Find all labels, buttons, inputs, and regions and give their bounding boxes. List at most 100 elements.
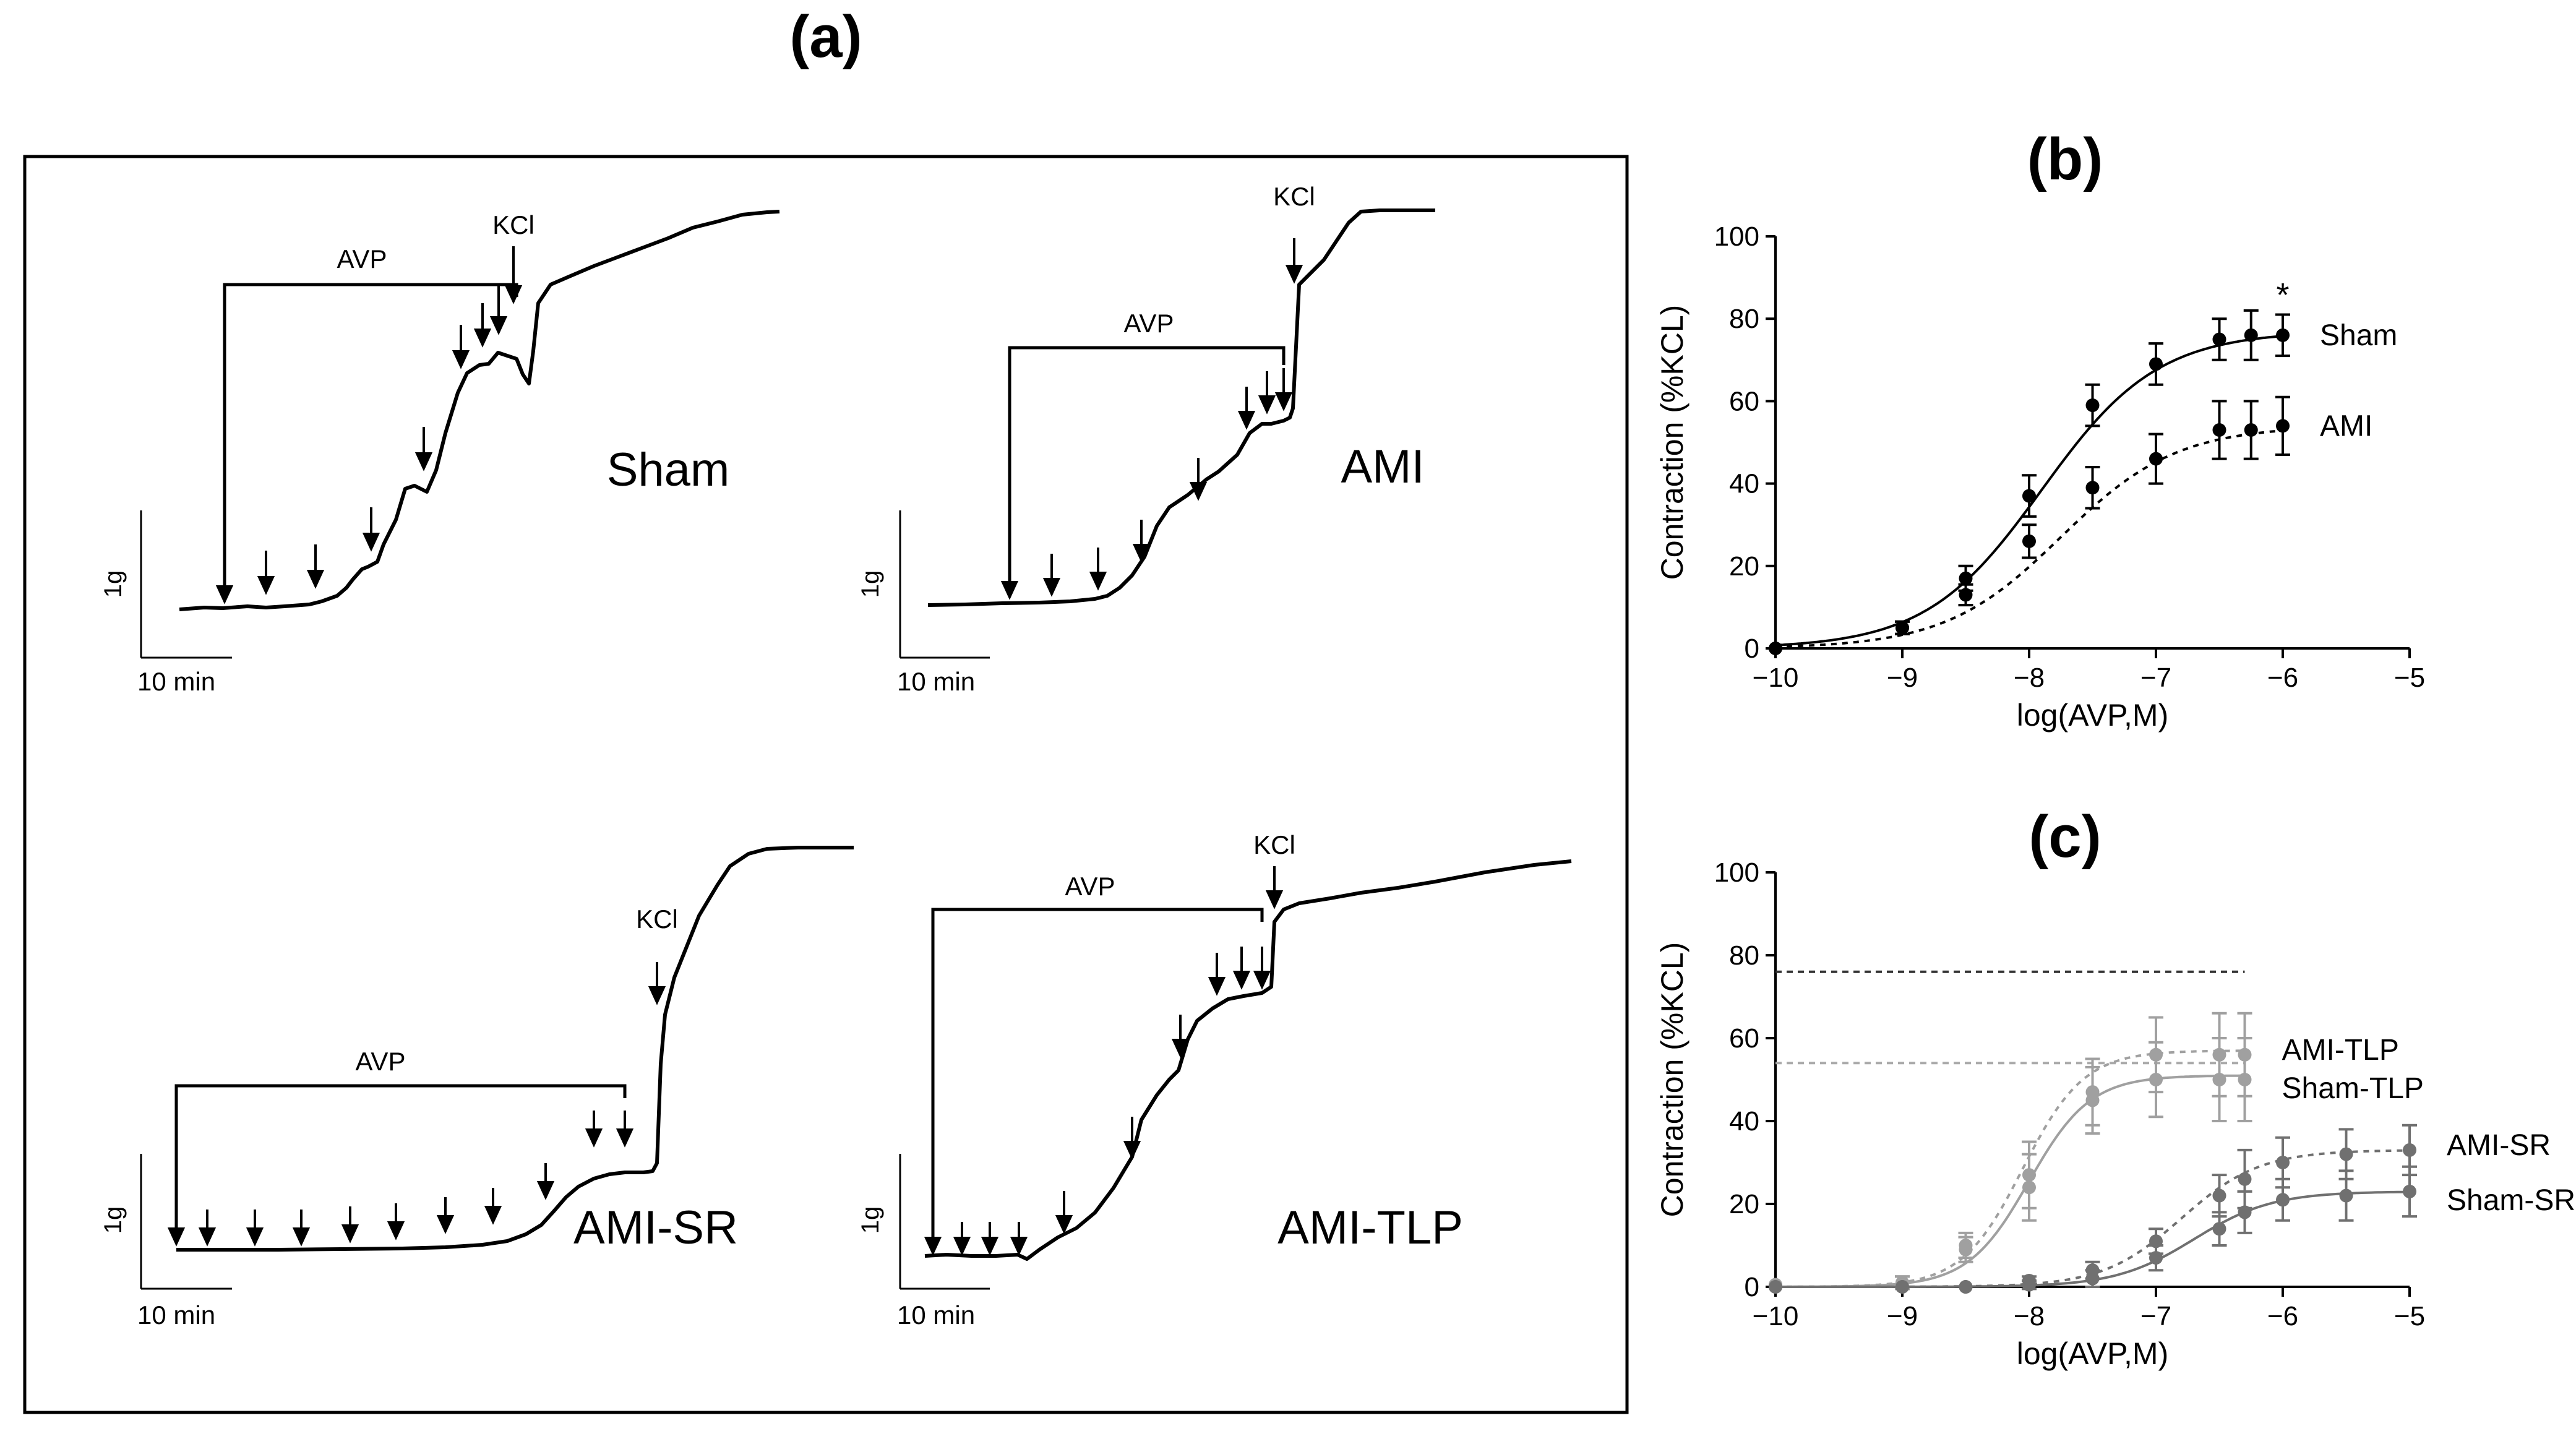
series-label: Sham (2320, 319, 2397, 352)
data-point (2022, 534, 2036, 548)
agonist-bracket (1008, 346, 1286, 588)
trace-name: AMI-SR (573, 1201, 738, 1254)
data-point (2085, 398, 2100, 413)
data-point (2149, 1251, 2163, 1265)
x-tick-label: −10 (1753, 1301, 1799, 1331)
scale-label-x: 10 min (137, 667, 215, 696)
trace-ami: 1g 10 min AVP KCl AMI (857, 182, 1435, 696)
y-axis-title: Contraction (%KCL) (1655, 305, 1689, 580)
kcl-label: KCl (636, 905, 678, 934)
y-tick-label: 40 (1729, 469, 1759, 499)
x-tick-label: −6 (2267, 1301, 2298, 1331)
data-point (2022, 1180, 2036, 1195)
dose-arrow-2 (953, 1237, 971, 1256)
agonist-label: AVP (337, 244, 387, 273)
tension-trace (176, 846, 854, 1252)
scale-label-x: 10 min (897, 1300, 975, 1330)
data-point (2276, 1193, 2290, 1207)
data-point (2149, 1073, 2163, 1086)
x-tick-label: −7 (2140, 1301, 2171, 1331)
series-label: Sham-TLP (2282, 1072, 2424, 1105)
data-point (1769, 642, 1782, 655)
x-tick-label: −9 (1887, 663, 1918, 693)
dose-arrow-2 (257, 576, 275, 595)
series-sham: Sham (1769, 309, 2397, 655)
dose-arrow-8 (489, 316, 508, 335)
dose-arrow-3 (246, 1227, 264, 1247)
series-label: Sham-SR (2447, 1184, 2575, 1217)
y-axis-title: Contraction (%KCL) (1655, 942, 1689, 1218)
trace-name: Sham (607, 444, 730, 496)
dose-arrow-1 (1000, 581, 1019, 600)
data-point (2339, 1147, 2353, 1161)
data-point (2212, 423, 2226, 437)
tension-trace (927, 208, 1435, 607)
dose-arrow-9 (536, 1181, 555, 1200)
dose-arrow-1 (167, 1227, 186, 1247)
data-point (2403, 1184, 2416, 1198)
chart-b: 0 20 40 60 80 100 −10 −9 −8 −7 −6 −5 log(AVP,M) Contr… (1655, 221, 2425, 733)
dose-arrows (924, 866, 1284, 1256)
dose-arrow-3 (981, 1237, 999, 1256)
data-point (2403, 1143, 2416, 1157)
dose-arrow-9 (1232, 971, 1251, 990)
data-point (1896, 1280, 1909, 1294)
chart-c: 0 20 40 60 80 100 −10 −9 −8 −7 −6 −5 log(AVP,M) Contr… (1655, 857, 2575, 1371)
agonist-label: AVP (1124, 309, 1174, 338)
data-point (2212, 1073, 2226, 1086)
x-tick-label: −8 (2014, 1301, 2045, 1331)
y-tick-label: 60 (1729, 1023, 1759, 1054)
dose-arrow-10 (585, 1128, 603, 1148)
significance-marker: * (2276, 277, 2289, 314)
dose-arrow-5 (1189, 482, 1208, 501)
data-point (1959, 571, 1973, 585)
scale-label-x: 10 min (897, 667, 975, 696)
scale-label-y: 1g (857, 1206, 884, 1234)
trace-ami-tlp: 1g 10 min AVP KCl AMI-TLP (857, 830, 1572, 1330)
dose-arrow-4 (1132, 544, 1151, 563)
dose-arrows (167, 962, 666, 1247)
series-label: AMI-TLP (2282, 1034, 2399, 1067)
dose-arrow-2 (198, 1227, 217, 1247)
data-point (1769, 1280, 1782, 1294)
data-point (2276, 328, 2290, 342)
dose-arrow-6 (452, 350, 470, 369)
x-tick-label: −10 (1753, 663, 1799, 693)
dose-arrow-1 (924, 1237, 942, 1256)
dose-arrows (215, 246, 523, 604)
dose-arrow-2 (1042, 578, 1061, 597)
kcl-label: KCl (492, 210, 535, 239)
dose-arrow-4 (362, 533, 380, 552)
dose-arrow-10 (1253, 971, 1271, 990)
dose-arrow-7 (436, 1215, 455, 1234)
series-sham-tlp: Sham-TLP (1769, 1037, 2424, 1292)
panel-a-frame (23, 155, 1629, 1414)
y-tick-label: 0 (1745, 634, 1759, 664)
kcl-label: KCl (1273, 182, 1315, 211)
x-axis-title: log(AVP,M) (2017, 698, 2168, 733)
agonist-label: AVP (1065, 872, 1115, 901)
y-tick-label: 40 (1729, 1106, 1759, 1137)
x-axis-title: log(AVP,M) (2017, 1336, 2168, 1371)
x-tick-label: −5 (2394, 1301, 2425, 1331)
dose-arrow-kcl (1265, 890, 1284, 909)
data-point (1959, 1242, 1973, 1257)
dose-arrow-4 (292, 1227, 311, 1247)
x-tick-label: −7 (2140, 663, 2171, 693)
dose-arrow-7 (1171, 1039, 1190, 1058)
agonist-bracket (931, 908, 1264, 1244)
data-point (2276, 419, 2290, 433)
series-ami-sr: AMI-SR (1769, 1124, 2551, 1294)
fit-curve (1775, 429, 2283, 648)
dose-arrow-3 (1089, 572, 1107, 591)
data-point (1959, 588, 1973, 602)
scale-label-y: 1g (100, 1206, 127, 1234)
data-point (2339, 1188, 2353, 1203)
dose-arrow-5 (341, 1224, 359, 1244)
dose-arrow-1 (215, 585, 234, 604)
dose-arrow-6 (387, 1221, 405, 1240)
dose-arrow-4 (1010, 1237, 1028, 1256)
series-ami-tlp: AMI-TLP (1769, 1012, 2399, 1292)
dose-arrows (1000, 238, 1303, 600)
